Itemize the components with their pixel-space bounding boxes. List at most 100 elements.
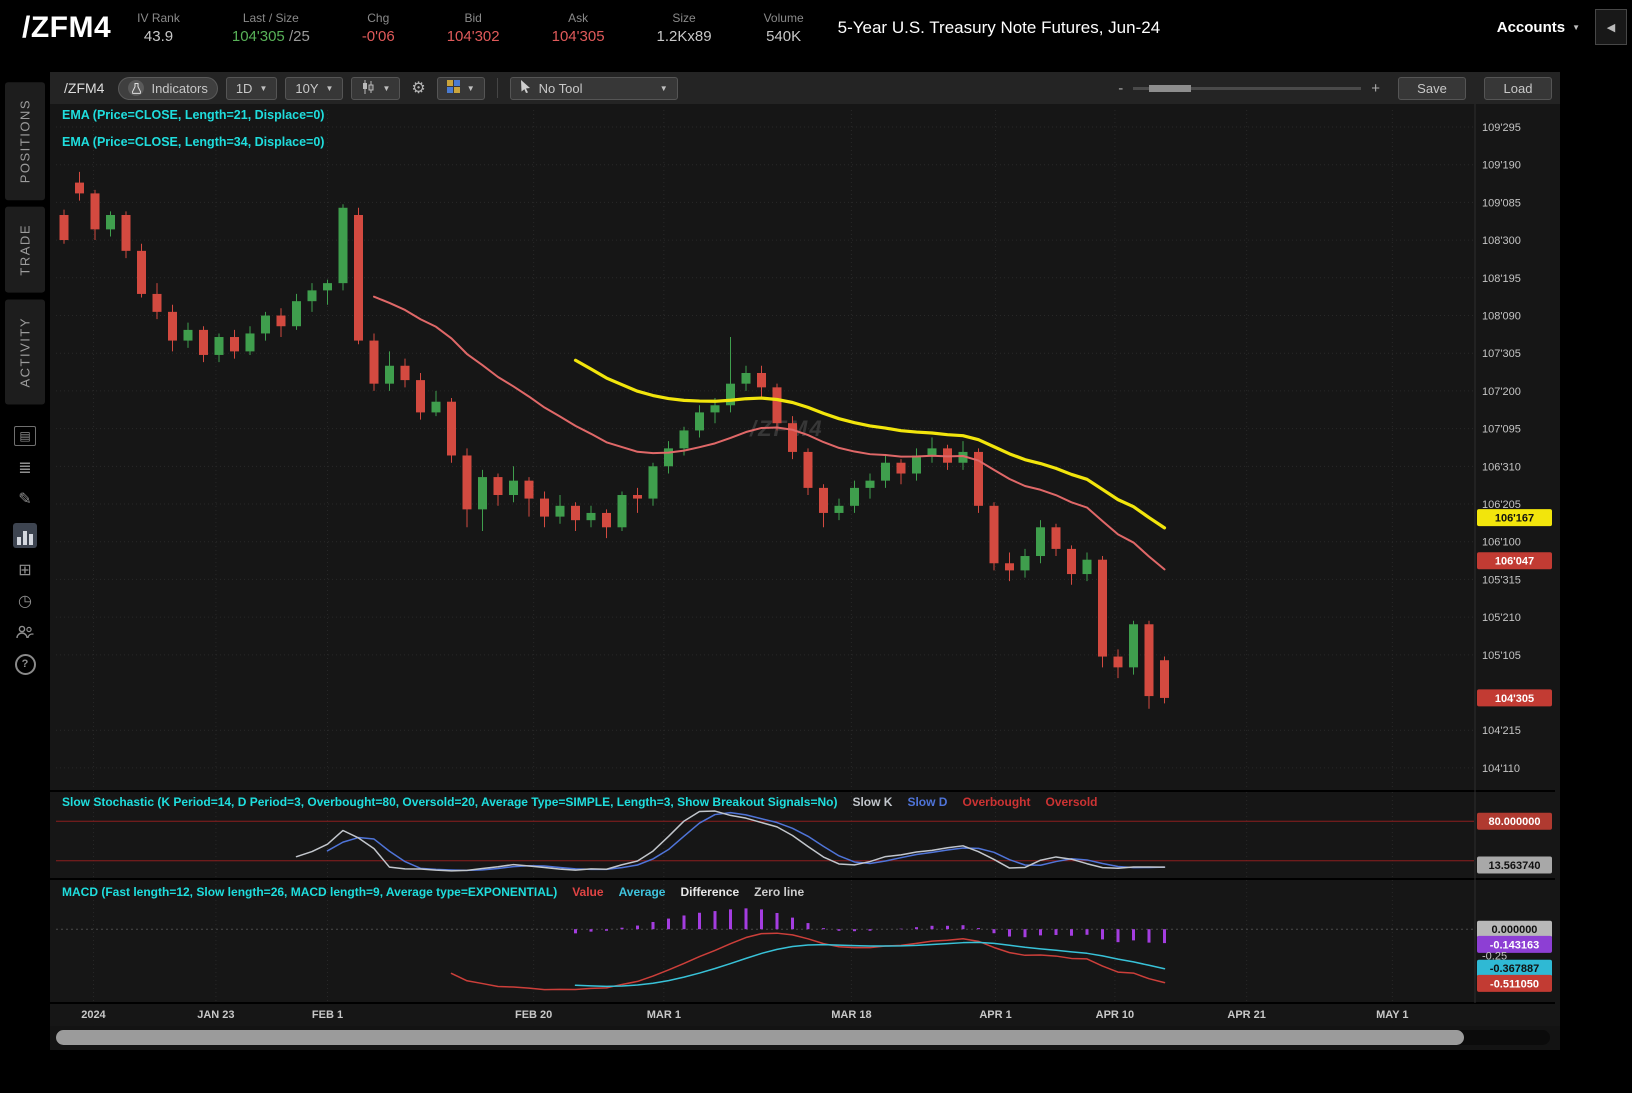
chevron-down-icon: ▼ [659, 83, 668, 93]
toolbar-divider [496, 78, 498, 98]
last-size-label: Last / Size [242, 10, 299, 25]
bid-value[interactable]: 104'302 [446, 27, 500, 45]
ask-field: Ask 104'305 [552, 11, 605, 45]
accounts-menu[interactable]: Accounts ▼ [1497, 19, 1580, 36]
svg-text:108'090: 108'090 [1482, 311, 1521, 323]
ema34-study-label[interactable]: EMA (Price=CLOSE, Length=34, Displace=0) [62, 135, 325, 149]
indicators-button[interactable]: Indicators [118, 76, 218, 100]
chart-symbol-label[interactable]: /ZFM4 [64, 80, 105, 96]
svg-text:APR 10: APR 10 [1096, 1009, 1135, 1021]
volume-value: 540K [766, 27, 802, 45]
scrollbar-thumb[interactable] [56, 1030, 1464, 1045]
zoom-slider-thumb[interactable] [1149, 84, 1192, 92]
zoom-out-button[interactable]: - [1118, 79, 1124, 97]
last-value: 104'305 [231, 27, 285, 45]
zoom-in-button[interactable]: + [1371, 79, 1380, 97]
svg-text:107'200: 107'200 [1482, 386, 1521, 398]
chevron-down-icon: ▼ [382, 83, 391, 93]
svg-text:JAN 23: JAN 23 [197, 1009, 234, 1021]
svg-text:-0.511050: -0.511050 [1490, 978, 1539, 990]
legend-macd-difference: Difference [680, 884, 740, 899]
chevron-down-icon: ▼ [259, 83, 268, 93]
chg-field: Chg -0'06 [362, 11, 395, 45]
contract-description: 5-Year U.S. Treasury Note Futures, Jun-2… [837, 17, 1161, 37]
svg-text:109'085: 109'085 [1482, 197, 1521, 209]
svg-text:-0.367887: -0.367887 [1490, 963, 1540, 975]
chart-style-dropdown[interactable]: ▼ [351, 76, 401, 100]
svg-text:-0.143163: -0.143163 [1490, 939, 1540, 951]
notes-icon[interactable]: ▤ [14, 426, 36, 447]
zoom-slider[interactable] [1133, 84, 1362, 92]
iv-rank-field: IV Rank 43.9 [137, 11, 180, 45]
sidebar-tab-activity[interactable]: ACTIVITY [5, 299, 45, 405]
macd-value-line [450, 932, 1166, 991]
stochastic-panel-header: Slow Stochastic (K Period=14, D Period=3… [62, 794, 1098, 809]
svg-text:2024: 2024 [81, 1009, 106, 1021]
watchlist-icon[interactable]: ≣ [18, 460, 32, 478]
ema21-study-label[interactable]: EMA (Price=CLOSE, Length=21, Displace=0) [62, 108, 325, 122]
grid-layout-icon [446, 80, 460, 96]
symbol-title[interactable]: /ZFM4 [22, 10, 112, 44]
svg-text:-0.25: -0.25 [1482, 951, 1507, 963]
chart-canvas[interactable]: 109'295 109'190 109'085 108'300 108'195 108'0… [50, 104, 1560, 1026]
stochastic-study-label[interactable]: Slow Stochastic (K Period=14, D Period=3… [62, 794, 838, 809]
draw-icon[interactable]: ✎ [18, 491, 32, 509]
widgets-icon[interactable]: ⊞ [18, 562, 32, 580]
bid-label: Bid [464, 10, 482, 25]
svg-text:0.000000: 0.000000 [1492, 924, 1538, 936]
legend-slow-d: Slow D [907, 794, 948, 809]
help-icon[interactable]: ? [14, 654, 36, 676]
last-size-field: Last / Size 104'305 /25 [232, 11, 310, 45]
quote-fields: IV Rank 43.9 Last / Size 104'305 /25 Chg… [137, 11, 803, 45]
axis-badge: 80.000000 [1477, 812, 1552, 830]
chevron-down-icon: ▼ [1572, 23, 1580, 32]
axis-badge: -0.25 [1482, 951, 1507, 963]
svg-text:APR 1: APR 1 [979, 1009, 1011, 1021]
users-icon[interactable] [16, 625, 34, 639]
svg-text:MAR 1: MAR 1 [647, 1009, 681, 1021]
legend-macd-average: Average [618, 884, 666, 899]
price-chart-svg[interactable]: 109'295 109'190 109'085 108'300 108'195 108'0… [50, 104, 1555, 1026]
chart-widget: /ZFM4 Indicators 1D ▼ 10Y ▼ ▼ ⚙ ▼ [50, 72, 1560, 1050]
chevron-down-icon: ▼ [325, 83, 334, 93]
ema-21-line [373, 295, 1166, 571]
axis-badge: -0.511050 [1477, 974, 1552, 992]
chart-horizontal-scrollbar[interactable] [56, 1030, 1550, 1045]
svg-text:80.000000: 80.000000 [1489, 816, 1541, 828]
chart-settings-gear-icon[interactable]: ⚙ [408, 78, 428, 98]
chart-grid-dropdown[interactable]: ▼ [436, 76, 485, 100]
size-label: Size [672, 10, 696, 25]
size-value: 1.2Kx89 [656, 27, 712, 45]
svg-text:FEB 20: FEB 20 [515, 1009, 552, 1021]
indicators-button-label: Indicators [151, 80, 208, 96]
svg-text:106'205: 106'205 [1482, 499, 1521, 511]
drawing-tool-dropdown[interactable]: No Tool ▼ [509, 76, 678, 100]
svg-text:MAY 1: MAY 1 [1376, 1009, 1408, 1021]
chevron-down-icon: ▼ [466, 83, 475, 93]
axis-badge: -0.367887 [1477, 959, 1552, 977]
timeframe-dropdown[interactable]: 1D ▼ [225, 76, 278, 100]
chg-label: Chg [367, 10, 390, 25]
svg-text:106'100: 106'100 [1482, 537, 1521, 549]
range-value: 10Y [295, 80, 319, 96]
timeframe-value: 1D [235, 80, 253, 96]
svg-text:MAR 18: MAR 18 [831, 1009, 871, 1021]
ema-34-line [573, 358, 1167, 530]
charts-icon[interactable] [13, 523, 37, 549]
chg-value: -0'06 [361, 27, 395, 45]
ask-value[interactable]: 104'305 [551, 27, 605, 45]
load-button[interactable]: Load [1484, 76, 1552, 100]
last-size-suffix: /25 [284, 27, 310, 45]
save-button[interactable]: Save [1398, 76, 1466, 100]
macd-study-label[interactable]: MACD (Fast length=12, Slow length=26, MA… [62, 884, 558, 899]
history-icon[interactable]: ◷ [18, 593, 32, 611]
accounts-label: Accounts [1496, 19, 1566, 36]
iv-rank-value: 43.9 [143, 27, 174, 45]
svg-text:109'295: 109'295 [1482, 122, 1521, 134]
range-dropdown[interactable]: 10Y ▼ [285, 76, 344, 100]
sidebar-tab-positions[interactable]: POSITIONS [5, 82, 45, 201]
sidebar-tab-trade[interactable]: TRADE [5, 207, 45, 293]
svg-text:108'300: 108'300 [1482, 235, 1521, 247]
collapse-panel-button[interactable]: ◀ [1595, 9, 1627, 45]
svg-text:107'305: 107'305 [1482, 348, 1521, 360]
